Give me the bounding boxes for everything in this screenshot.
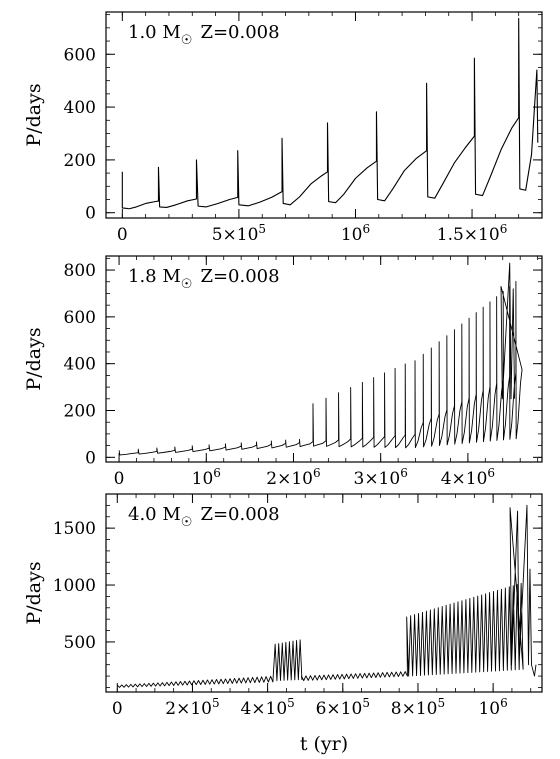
y-tick-label: 800 — [64, 261, 96, 281]
x-tick-mantissa: 3×10 — [354, 469, 401, 489]
x-tick-mantissa: 1.5×10 — [437, 225, 500, 245]
panel-label-metallicity: Z=0.008 — [200, 504, 279, 525]
x-tick-exponent: 5 — [437, 696, 445, 710]
x-tick-exponent: 6 — [213, 466, 221, 480]
x-tick-mantissa: 10 — [478, 699, 500, 719]
x-tick-exponent: 6 — [500, 696, 508, 710]
y-tick-label: 1000 — [53, 576, 96, 596]
y-tick-label: 0 — [85, 448, 96, 468]
y-axis-label: P/days — [23, 561, 45, 624]
x-tick-exponent: 5 — [362, 696, 370, 710]
period-series-line — [121, 18, 539, 210]
x-tick-mantissa: 0 — [114, 469, 125, 489]
x-tick-exponent: 6 — [500, 222, 508, 236]
panel-label-metallicity: Z=0.008 — [200, 22, 279, 43]
y-tick-label: 0 — [85, 204, 96, 224]
x-tick-mantissa: 10 — [341, 225, 363, 245]
y-tick-label: 1500 — [53, 519, 96, 539]
x-tick-exponent: 6 — [400, 466, 408, 480]
plot-frame — [105, 255, 543, 463]
x-tick-exponent: 6 — [487, 466, 495, 480]
panel-label-mass: 1.8 M — [128, 266, 181, 287]
panel-label-mass: 1.0 M — [128, 22, 181, 43]
x-tick-label: 1.5×106 — [437, 222, 508, 245]
x-tick-label: 0 — [114, 469, 125, 489]
x-tick-mantissa: 5×10 — [212, 225, 259, 245]
x-tick-exponent: 5 — [258, 222, 266, 236]
x-tick-mantissa: 10 — [192, 469, 214, 489]
x-tick-label: 106 — [341, 222, 370, 245]
x-axis-label: t (yr) — [300, 733, 348, 755]
x-tick-mantissa: 2×10 — [165, 699, 212, 719]
panel-label: 4.0 M☉ Z=0.008 — [128, 504, 280, 530]
panel-label: 1.8 M☉ Z=0.008 — [128, 266, 280, 292]
x-tick-exponent: 5 — [212, 696, 220, 710]
y-tick-label: 400 — [64, 355, 96, 375]
x-tick-exponent: 6 — [313, 466, 321, 480]
x-tick-label: 106 — [192, 466, 221, 489]
x-tick-label: 106 — [478, 696, 507, 719]
panel-label: 1.0 M☉ Z=0.008 — [128, 22, 280, 48]
y-tick-label: 600 — [64, 308, 96, 328]
y-tick-label: 500 — [64, 633, 96, 653]
x-tick-label: 2×105 — [165, 696, 219, 719]
x-tick-label: 2×106 — [266, 466, 320, 489]
x-tick-mantissa: 4×10 — [441, 469, 488, 489]
x-tick-mantissa: 0 — [112, 699, 123, 719]
x-tick-label: 4×105 — [240, 696, 294, 719]
x-tick-exponent: 6 — [362, 222, 370, 236]
panel-label-mass: 4.0 M — [128, 504, 181, 525]
x-tick-mantissa: 6×10 — [316, 699, 363, 719]
panel-label-metallicity: Z=0.008 — [200, 266, 279, 287]
x-tick-label: 0 — [112, 699, 123, 719]
x-tick-label: 3×106 — [354, 466, 408, 489]
plot-frame — [105, 11, 543, 219]
period-series-line — [116, 504, 537, 688]
x-tick-mantissa: 8×10 — [391, 699, 438, 719]
x-tick-mantissa: 2×10 — [266, 469, 313, 489]
x-tick-label: 8×105 — [391, 696, 445, 719]
x-tick-label: 5×105 — [212, 222, 266, 245]
panel-3: 0 2×105 4×105 6×105 8×105 10650010001500P/day… — [23, 493, 543, 755]
x-tick-mantissa: 4×10 — [240, 699, 287, 719]
x-tick-label: 6×105 — [316, 696, 370, 719]
x-tick-label: 4×106 — [441, 466, 495, 489]
y-axis-label: P/days — [23, 327, 45, 390]
panel-2: 0 106 2×106 3×106 4×1060200400600800P/days1.… — [23, 255, 543, 489]
x-tick-exponent: 5 — [287, 696, 295, 710]
sun-symbol: ☉ — [181, 33, 193, 48]
y-tick-label: 600 — [64, 45, 96, 65]
period-series-line — [118, 262, 523, 456]
y-tick-label: 400 — [64, 98, 96, 118]
sun-symbol: ☉ — [181, 515, 193, 530]
y-tick-label: 200 — [64, 151, 96, 171]
sun-symbol: ☉ — [181, 277, 193, 292]
y-tick-label: 200 — [64, 402, 96, 422]
x-tick-label: 0 — [117, 225, 128, 245]
y-axis-label: P/days — [23, 83, 45, 146]
x-tick-mantissa: 0 — [117, 225, 128, 245]
